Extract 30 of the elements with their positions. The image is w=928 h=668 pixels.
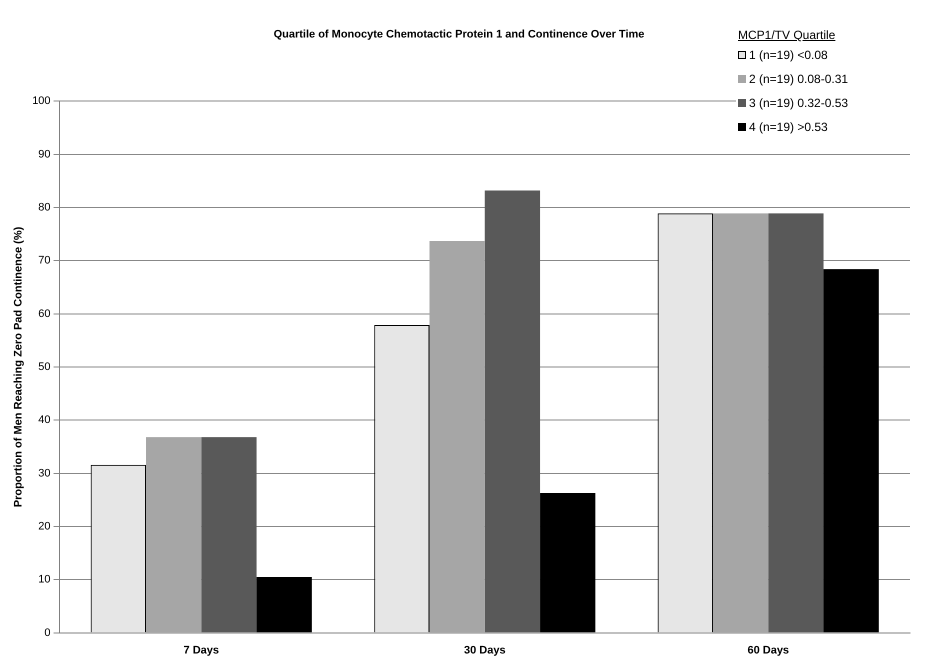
y-tick-label: 30 [38, 467, 51, 480]
x-tick-label: 60 Days [747, 644, 790, 656]
legend-title: MCP1/TV Quartile [738, 28, 836, 42]
bar [256, 576, 312, 632]
y-tick-label: 40 [38, 414, 51, 426]
y-tick-label: 20 [38, 520, 51, 533]
y-tick-label: 10 [38, 574, 51, 586]
y-tick-label: 100 [32, 95, 51, 108]
x-tick-label: 7 Days [184, 644, 220, 656]
bar [430, 241, 485, 632]
y-tick-label: 0 [44, 626, 51, 639]
y-tick-label: 70 [38, 254, 51, 267]
bar [768, 213, 824, 632]
bar [484, 190, 540, 632]
y-axis-title: Proportion of Men Reaching Zero Pad Continence (%) [12, 226, 25, 508]
legend-label: 2 (n=19) 0.08-0.31 [749, 72, 848, 86]
bar [712, 213, 768, 632]
y-tick-label: 60 [38, 308, 51, 320]
bar [824, 269, 879, 632]
chart-title: Quartile of Monocyte Chemotactic Protein 1 and Continence Over Time [274, 28, 644, 41]
bar [146, 437, 202, 632]
legend-label: 3 (n=19) 0.32-0.53 [749, 96, 848, 110]
legend-label: 4 (n=19) >0.53 [749, 120, 828, 134]
bar [201, 437, 257, 632]
x-tick-label: 30 Days [464, 644, 506, 656]
y-tick-label: 50 [38, 361, 51, 374]
bar [540, 492, 596, 632]
y-tick-label: 80 [38, 202, 51, 214]
y-tick-label: 90 [38, 148, 51, 160]
legend-label: 1 (n=19) <0.08 [749, 48, 828, 62]
